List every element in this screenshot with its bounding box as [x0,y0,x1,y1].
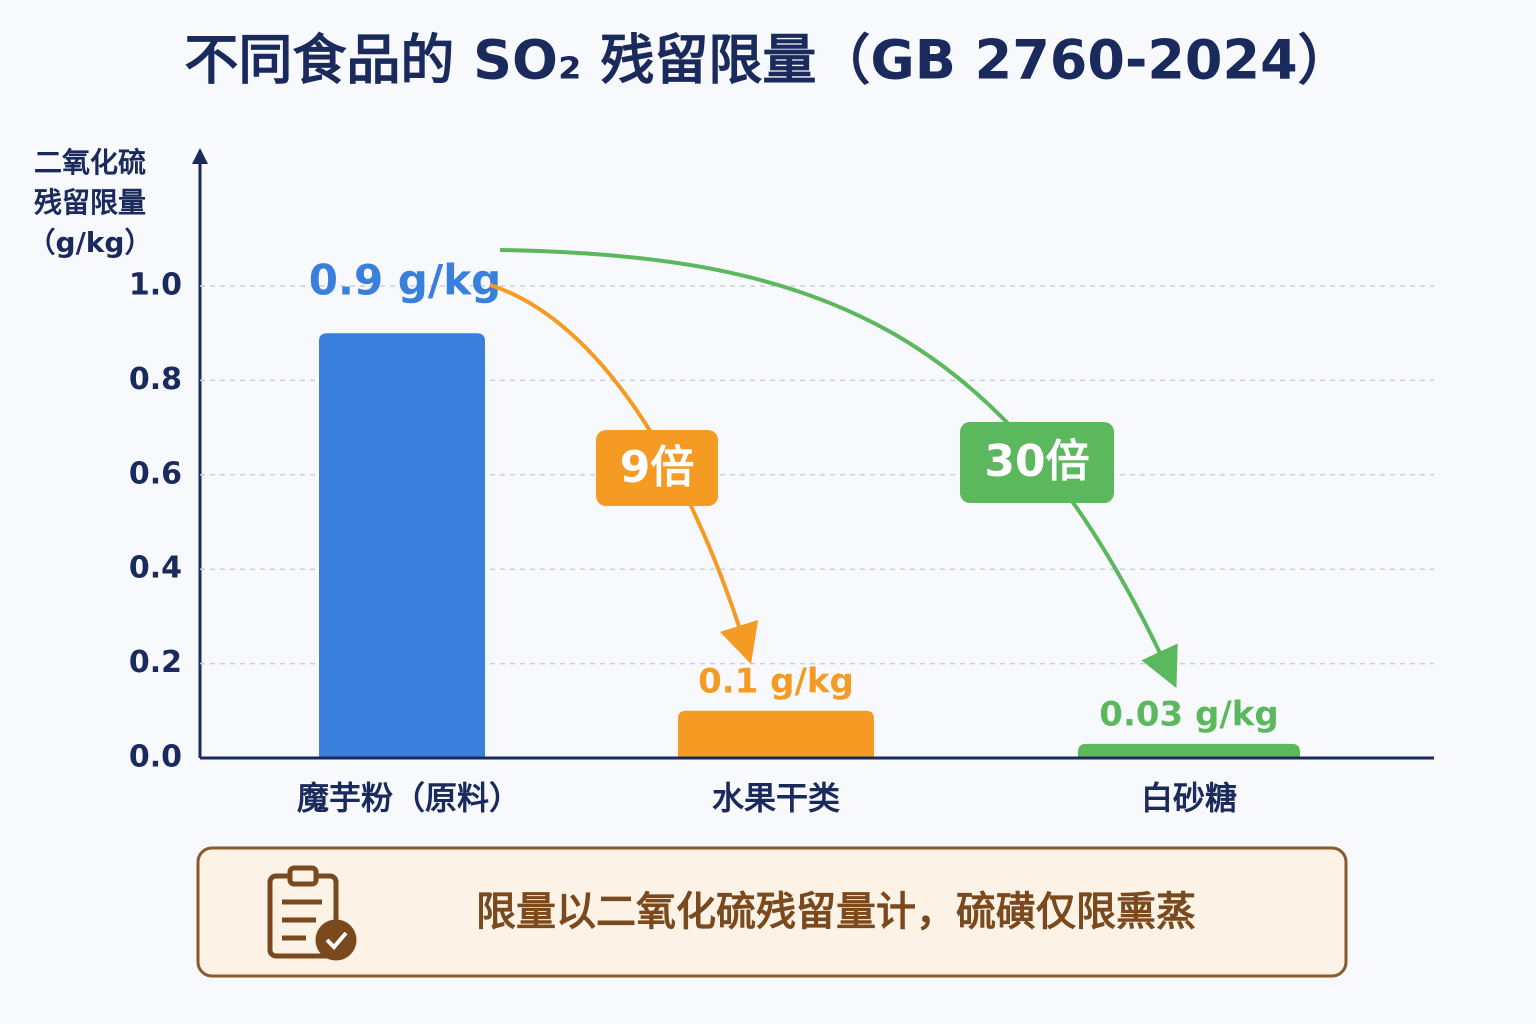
arrow [499,248,1178,689]
bar [319,333,485,758]
annotation-box [596,430,718,506]
bar [1078,743,1300,758]
grid: 0.0 0.2 0.4 0.6 0.8 1.0 [129,268,1434,775]
annotation: 30倍 [984,436,1089,487]
value-label: 0.9 g/kg [309,256,501,305]
note-box [196,846,1348,978]
y-tick-label: 0.8 [129,362,182,397]
arrow [489,283,759,665]
chart-title: 不同食品的 SO₂ 残留限量（GB 2760-2024） [184,29,1351,92]
value-label: 0.1 g/kg [698,661,854,701]
y-tick-label: 0.4 [129,551,182,586]
note: 限量以二氧化硫残留量计，硫磺仅限熏蒸 [476,889,1196,935]
y-tick-label: 0.0 [129,740,182,775]
bars: 魔芋粉（原料） 0.9 g/kg 水果干类 0.1 g/kg 白砂糖 0.03 g/kg [297,256,1300,817]
y-axis-label-line: 二氧化硫 [34,146,146,179]
x-tick-label: 白砂糖 [1141,779,1237,817]
value-label: 0.03 g/kg [1099,694,1278,734]
y-axis-arrow [192,148,208,164]
y-tick-label: 0.6 [129,456,182,491]
y-axis-label-line: 残留限量 [34,186,146,219]
y-tick-label: 0.2 [129,645,182,680]
x-tick-label: 水果干类 [712,779,840,817]
annotation: 9倍 [620,442,695,493]
annotation-box [960,422,1114,503]
x-tick-label: 魔芋粉（原料） [297,779,521,817]
y-axis-label-line: （g/kg） [28,226,153,259]
y-tick-label: 1.0 [129,268,182,303]
bar [678,710,874,758]
clipboard-icon [267,865,357,961]
